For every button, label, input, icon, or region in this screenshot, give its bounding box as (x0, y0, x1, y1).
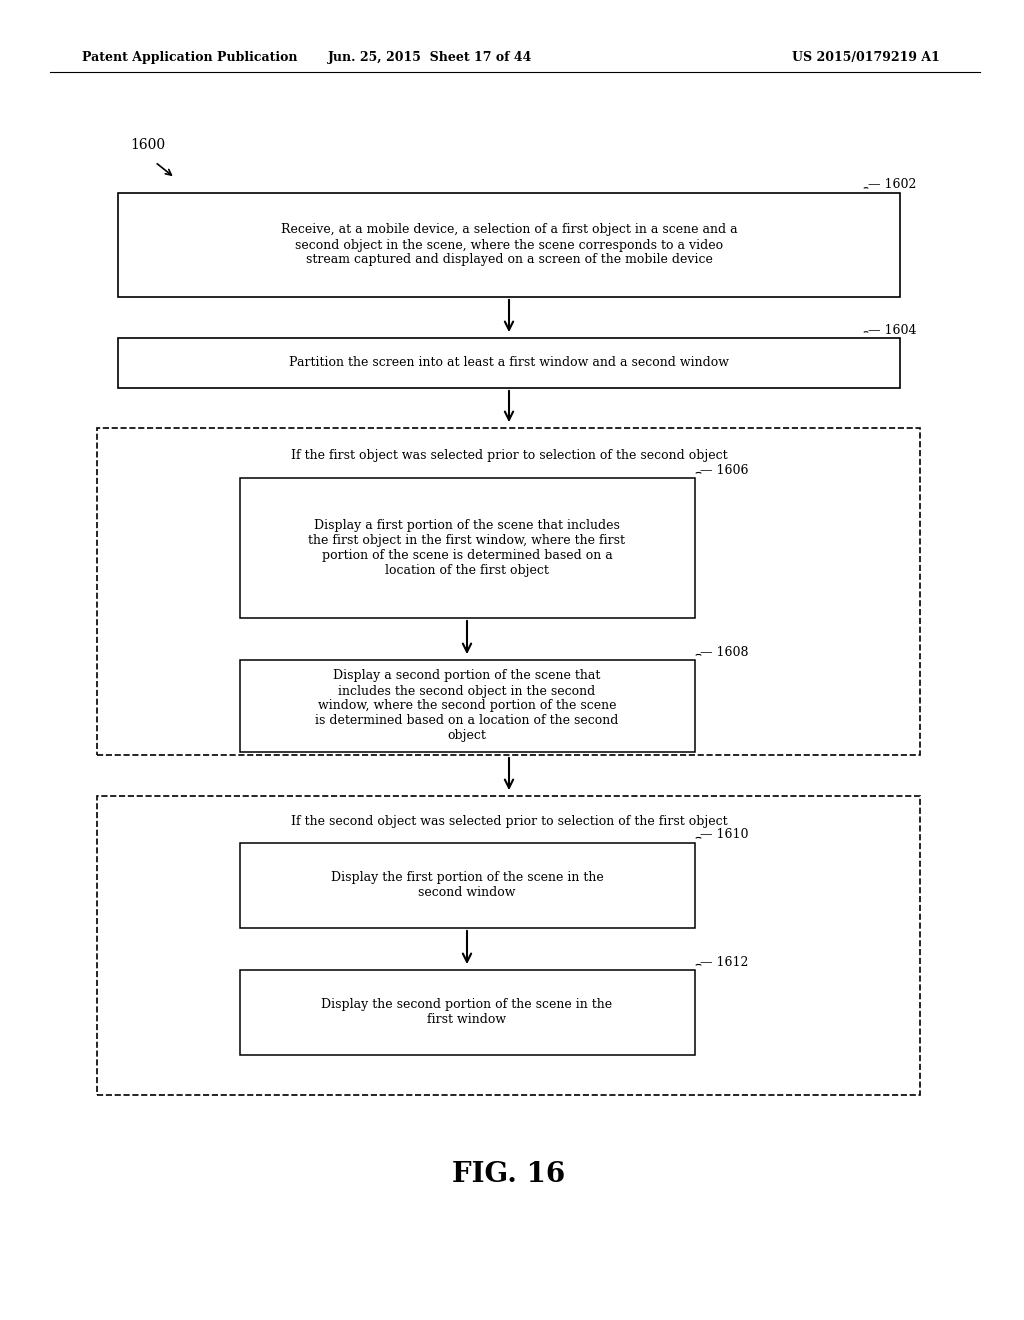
Text: — 1604: — 1604 (868, 323, 916, 337)
Text: — 1606: — 1606 (700, 463, 749, 477)
FancyBboxPatch shape (97, 428, 920, 755)
Text: Patent Application Publication: Patent Application Publication (82, 50, 298, 63)
Text: If the second object was selected prior to selection of the first object: If the second object was selected prior … (291, 816, 727, 829)
FancyBboxPatch shape (240, 478, 695, 618)
Text: Display the second portion of the scene in the
first window: Display the second portion of the scene … (322, 998, 612, 1026)
Text: US 2015/0179219 A1: US 2015/0179219 A1 (793, 50, 940, 63)
Text: If the first object was selected prior to selection of the second object: If the first object was selected prior t… (291, 449, 727, 462)
Text: Partition the screen into at least a first window and a second window: Partition the screen into at least a fir… (289, 356, 729, 370)
Text: Display a first portion of the scene that includes
the first object in the first: Display a first portion of the scene tha… (308, 519, 626, 577)
Text: Jun. 25, 2015  Sheet 17 of 44: Jun. 25, 2015 Sheet 17 of 44 (328, 50, 532, 63)
FancyBboxPatch shape (97, 796, 920, 1096)
FancyBboxPatch shape (118, 193, 900, 297)
FancyBboxPatch shape (118, 338, 900, 388)
Text: — 1612: — 1612 (700, 956, 749, 969)
FancyBboxPatch shape (240, 843, 695, 928)
Text: — 1602: — 1602 (868, 178, 916, 191)
Text: — 1610: — 1610 (700, 829, 749, 842)
Text: Display a second portion of the scene that
includes the second object in the sec: Display a second portion of the scene th… (315, 669, 618, 742)
FancyBboxPatch shape (240, 660, 695, 752)
Text: — 1608: — 1608 (700, 645, 749, 659)
Text: FIG. 16: FIG. 16 (453, 1162, 565, 1188)
Text: 1600: 1600 (130, 139, 165, 152)
Text: Receive, at a mobile device, a selection of a first object in a scene and a
seco: Receive, at a mobile device, a selection… (281, 223, 737, 267)
Text: Display the first portion of the scene in the
second window: Display the first portion of the scene i… (331, 871, 603, 899)
FancyBboxPatch shape (240, 970, 695, 1055)
